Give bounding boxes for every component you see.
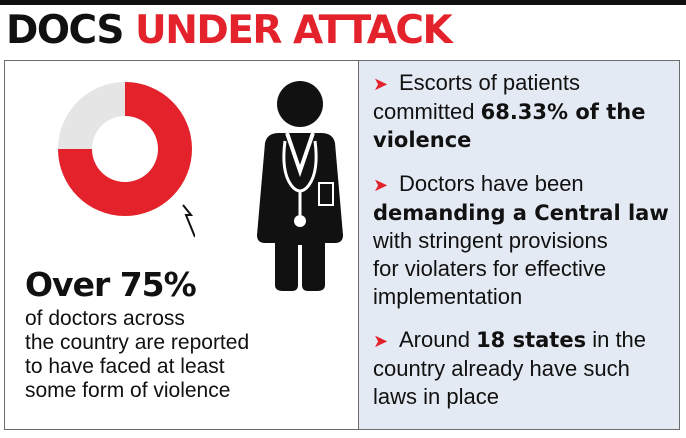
panel-divider [358,61,359,429]
donut-slice-remainder [58,82,125,149]
stat-line: some form of violence [25,379,231,402]
arrow-bullet-icon: ➤ [373,175,389,195]
stat-description: of doctors across the country are report… [25,307,345,403]
title-word-under-attack: UNDER ATTACK [135,8,453,53]
donut-chart [58,82,195,238]
stethoscope [282,140,318,215]
arrow-bullet-icon: ➤ [373,74,389,94]
doctor-collar [285,132,315,178]
arrow-bullet-icon: ➤ [373,331,389,351]
fact-bullet-escorts: ➤ Escorts of patients committed 68.33% of… [373,70,646,152]
pointer-line [182,204,195,238]
stat-line: of doctors across [25,307,185,330]
doctor-head [277,81,323,127]
doctor-icon [257,81,343,291]
coat-pocket [318,182,334,206]
top-rule [0,0,686,5]
fact-bullet-central-law: ➤ Doctors have been demanding a Central l… [373,171,669,309]
stat-line: the country are reported [25,331,250,354]
page-title: DOCS UNDER ATTACK [6,8,453,54]
stethoscope-chestpiece [294,215,306,227]
stat-line: to have faced at least [25,355,225,378]
title-word-docs: DOCS [6,8,124,53]
infographic-frame: Over 75% of doctors across the country a… [4,60,680,430]
fact-bullet-states: ➤ Around 18 states in the country already… [373,327,647,409]
facts-panel [359,61,679,429]
stat-value: Over 75% [25,265,197,304]
donut-slice-violence [58,82,192,216]
